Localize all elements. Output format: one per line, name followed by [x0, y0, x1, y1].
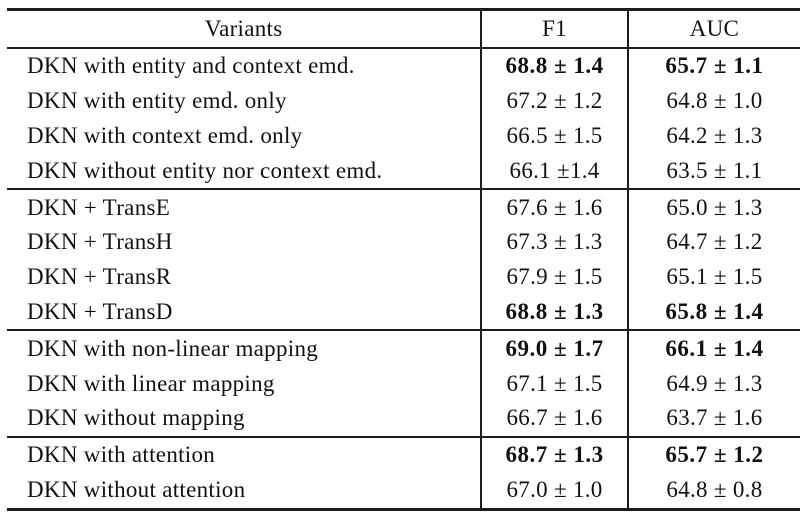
auc-cell: 64.7 ± 1.2	[626, 225, 800, 260]
f1-cell: 67.6 ± 1.6	[480, 188, 628, 226]
variant-cell: DKN with attention	[7, 435, 482, 473]
table-row: DKN + TransR 67.9 ± 1.5 65.1 ± 1.5	[7, 259, 800, 295]
table-row: DKN with entity emd. only 67.2 ± 1.2 64.…	[7, 83, 800, 119]
table-row: DKN + TransD 68.8 ± 1.3 65.8 ± 1.4	[7, 294, 800, 331]
table-row: DKN with linear mapping 67.1 ± 1.5 64.9 …	[7, 366, 800, 401]
variant-cell: DKN + TransD	[27, 298, 173, 324]
variant-cell: DKN + TransH	[27, 229, 173, 255]
variant-cell: DKN with entity and context emd.	[27, 53, 355, 79]
f1-cell: 67.3 ± 1.3	[480, 225, 628, 260]
auc-cell: 65.0 ± 1.3	[626, 188, 800, 226]
auc-cell: 66.1 ± 1.4	[626, 329, 800, 367]
variant-cell: DKN with entity emd. only	[27, 88, 287, 114]
col-header-f1: F1	[480, 9, 628, 49]
auc-cell: 64.9 ± 1.3	[626, 366, 800, 401]
f1-cell: 67.0 ± 1.0	[480, 472, 628, 510]
f1-cell: 66.7 ± 1.6	[480, 400, 628, 437]
variant-cell: DKN with linear mapping	[27, 370, 275, 396]
table-row: DKN without attention 67.0 ± 1.0 64.8 ± …	[7, 472, 800, 510]
f1-cell: 67.2 ± 1.2	[480, 83, 628, 119]
f1-cell: 68.8 ± 1.3	[480, 294, 628, 331]
variant-cell: DKN with context emd. only	[27, 122, 303, 148]
table-row: DKN without entity nor context emd. 66.1…	[7, 153, 800, 190]
table-row: DKN + TransE 67.6 ± 1.6 65.0 ± 1.3	[7, 188, 800, 226]
f1-cell: 67.1 ± 1.5	[480, 366, 628, 401]
variant-cell: DKN without attention	[27, 477, 246, 503]
f1-cell: 66.5 ± 1.5	[480, 118, 628, 154]
f1-cell: 66.1 ±1.4	[480, 153, 628, 190]
f1-cell: 69.0 ± 1.7	[480, 329, 628, 367]
col-header-variants: Variants	[7, 9, 482, 49]
variant-cell: DKN with non-linear mapping	[7, 329, 482, 367]
auc-cell: 63.7 ± 1.6	[626, 400, 800, 437]
variant-cell: DKN + TransR	[27, 264, 172, 290]
auc-cell: 64.8 ± 0.8	[626, 472, 800, 510]
auc-cell: 64.2 ± 1.3	[626, 118, 800, 154]
variant-cell: DKN without entity nor context emd.	[27, 157, 383, 183]
table-row: DKN with context emd. only 66.5 ± 1.5 64…	[7, 118, 800, 154]
results-table: Variants F1 AUC DKN with entity and cont…	[7, 8, 800, 511]
header-row: Variants F1 AUC	[7, 9, 800, 49]
table-row: DKN without mapping 66.7 ± 1.6 63.7 ± 1.…	[7, 400, 800, 437]
table-row: DKN with attention 68.7 ± 1.3 65.7 ± 1.2	[7, 435, 800, 473]
f1-cell: 68.8 ± 1.4	[480, 48, 628, 84]
variant-cell: DKN without mapping	[27, 405, 245, 431]
variant-cell: DKN + TransE	[7, 188, 482, 226]
f1-cell: 68.7 ± 1.3	[480, 435, 628, 473]
table-row: DKN with entity and context emd. 68.8 ± …	[7, 48, 800, 84]
auc-cell: 65.8 ± 1.4	[626, 294, 800, 331]
auc-cell: 65.1 ± 1.5	[626, 259, 800, 295]
auc-cell: 65.7 ± 1.2	[626, 435, 800, 473]
f1-cell: 67.9 ± 1.5	[480, 259, 628, 295]
table-row: DKN with non-linear mapping 69.0 ± 1.7 6…	[7, 329, 800, 367]
auc-cell: 64.8 ± 1.0	[626, 83, 800, 119]
col-header-auc: AUC	[626, 9, 800, 49]
table-row: DKN + TransH 67.3 ± 1.3 64.7 ± 1.2	[7, 225, 800, 260]
auc-cell: 65.7 ± 1.1	[626, 48, 800, 84]
auc-cell: 63.5 ± 1.1	[626, 153, 800, 190]
